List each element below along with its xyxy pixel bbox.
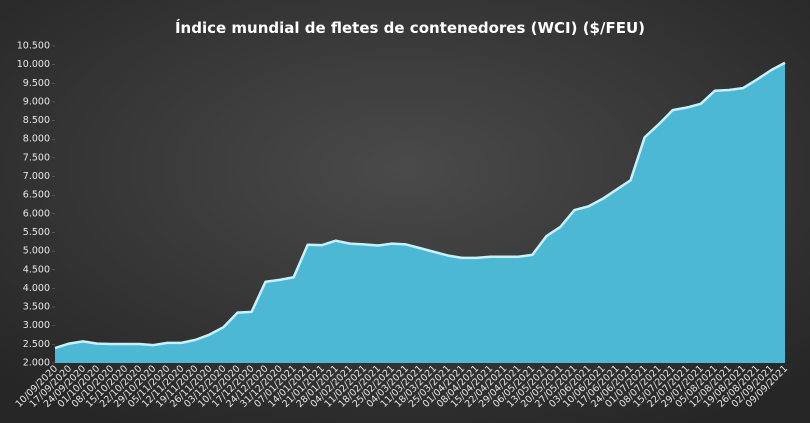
y-tick-label: 5.000: [23, 246, 50, 257]
y-tick-label: 4.500: [23, 264, 50, 275]
y-tick-label: 3.500: [23, 302, 50, 313]
y-tick-label: 8.500: [23, 115, 50, 126]
y-tick-label: 9.500: [23, 78, 50, 89]
y-tick-label: 6.000: [23, 208, 50, 219]
y-tick-label: 3.000: [23, 320, 50, 331]
y-tick-label: 6.500: [23, 190, 50, 201]
y-tick-label: 8.000: [23, 134, 50, 145]
y-tick-label: 4.000: [23, 283, 50, 294]
chart-title: Índice mundial de fletes de contenedores…: [175, 18, 645, 37]
y-tick-label: 7.000: [23, 171, 50, 182]
y-tick-label: 10.000: [17, 59, 50, 70]
y-tick-label: 10.500: [17, 41, 50, 52]
y-tick-label: 2.000: [23, 358, 50, 369]
y-tick-label: 7.500: [23, 152, 50, 163]
y-tick-label: 9.000: [23, 96, 50, 107]
area-edge: [54, 61, 786, 350]
y-tick-label: 2.500: [23, 339, 50, 350]
y-tick-label: 5.500: [23, 227, 50, 238]
area: [55, 62, 785, 364]
